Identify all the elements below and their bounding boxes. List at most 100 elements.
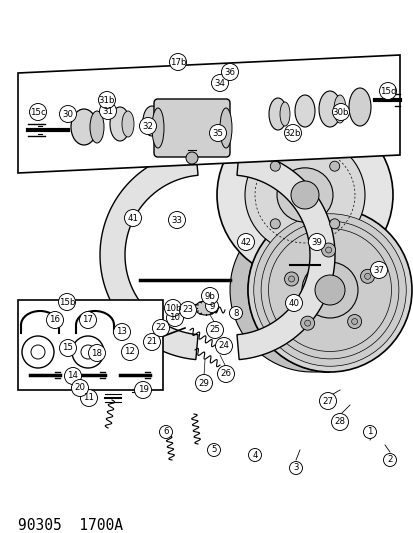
Text: 33: 33	[171, 215, 182, 224]
Ellipse shape	[195, 301, 216, 315]
Text: 20: 20	[74, 384, 85, 392]
Text: 8: 8	[233, 309, 238, 318]
Circle shape	[88, 344, 105, 361]
Text: 12: 12	[124, 348, 135, 357]
Ellipse shape	[110, 107, 130, 141]
Text: 15c: 15c	[30, 108, 46, 117]
Text: 1: 1	[366, 427, 372, 437]
Text: 2: 2	[386, 456, 392, 464]
Circle shape	[152, 319, 169, 336]
Text: 16: 16	[50, 316, 60, 325]
Text: 17b: 17b	[169, 58, 186, 67]
Text: 24: 24	[218, 342, 229, 351]
Circle shape	[99, 102, 116, 119]
Bar	[18, 300, 163, 390]
Circle shape	[80, 390, 97, 407]
Ellipse shape	[71, 109, 97, 145]
Text: 18: 18	[91, 349, 102, 358]
Text: 25: 25	[209, 326, 220, 335]
Text: 10b: 10b	[164, 303, 181, 312]
Ellipse shape	[142, 106, 161, 136]
Circle shape	[289, 462, 302, 474]
Circle shape	[308, 233, 325, 251]
Circle shape	[205, 300, 218, 312]
Circle shape	[284, 125, 301, 141]
Circle shape	[211, 75, 228, 92]
Ellipse shape	[244, 137, 364, 253]
Ellipse shape	[290, 181, 318, 209]
Circle shape	[301, 262, 357, 318]
Text: 10: 10	[169, 313, 180, 322]
Ellipse shape	[279, 102, 289, 126]
Circle shape	[314, 275, 344, 305]
Circle shape	[351, 319, 357, 325]
Circle shape	[179, 302, 196, 319]
Circle shape	[268, 229, 391, 351]
Ellipse shape	[268, 98, 286, 130]
Text: 17: 17	[82, 316, 93, 325]
Circle shape	[58, 294, 75, 311]
Text: 13: 13	[116, 327, 127, 336]
Circle shape	[71, 379, 88, 397]
Circle shape	[285, 295, 302, 311]
Ellipse shape	[122, 111, 134, 137]
Text: 19: 19	[137, 385, 148, 394]
Circle shape	[329, 161, 339, 171]
Circle shape	[166, 310, 183, 327]
Text: 42: 42	[240, 238, 251, 246]
Circle shape	[98, 92, 115, 109]
Circle shape	[207, 443, 220, 456]
Circle shape	[332, 103, 349, 120]
Circle shape	[363, 425, 375, 439]
Circle shape	[379, 83, 396, 100]
Text: 28: 28	[334, 417, 345, 426]
Circle shape	[46, 311, 63, 328]
Circle shape	[29, 103, 46, 120]
Circle shape	[229, 306, 242, 319]
Circle shape	[134, 382, 151, 399]
Circle shape	[237, 233, 254, 251]
Circle shape	[113, 324, 130, 341]
Text: 31: 31	[102, 107, 113, 116]
Circle shape	[124, 209, 141, 227]
Circle shape	[169, 53, 186, 70]
Circle shape	[201, 287, 218, 304]
Ellipse shape	[49, 310, 61, 330]
Circle shape	[364, 273, 370, 279]
Circle shape	[270, 219, 280, 229]
Text: 9b: 9b	[204, 292, 215, 301]
Text: 23: 23	[182, 305, 193, 314]
Text: 32b: 32b	[284, 128, 301, 138]
Circle shape	[253, 214, 405, 366]
Circle shape	[247, 208, 411, 372]
Text: 90305  1700A: 90305 1700A	[18, 518, 123, 533]
Text: 15b: 15b	[59, 297, 75, 306]
Circle shape	[143, 334, 160, 351]
Text: 37: 37	[373, 265, 384, 274]
Circle shape	[284, 272, 298, 286]
Polygon shape	[100, 150, 197, 360]
Circle shape	[261, 221, 398, 359]
Text: 35: 35	[212, 128, 223, 138]
Circle shape	[168, 212, 185, 229]
Ellipse shape	[294, 95, 314, 127]
Text: 30b: 30b	[332, 108, 349, 117]
Circle shape	[185, 152, 197, 164]
Circle shape	[206, 321, 223, 338]
Ellipse shape	[63, 318, 113, 356]
Ellipse shape	[49, 338, 61, 358]
Circle shape	[159, 425, 172, 439]
Text: 39: 39	[311, 238, 322, 246]
Circle shape	[321, 243, 335, 257]
Bar	[90, 346, 104, 356]
Circle shape	[139, 117, 156, 134]
Circle shape	[195, 375, 212, 392]
Text: 27: 27	[322, 397, 333, 406]
Circle shape	[209, 125, 226, 141]
Polygon shape	[18, 55, 399, 173]
Ellipse shape	[276, 168, 332, 222]
Text: 36: 36	[224, 68, 235, 77]
Text: 5: 5	[211, 446, 216, 455]
Circle shape	[370, 262, 387, 279]
Circle shape	[221, 63, 238, 80]
